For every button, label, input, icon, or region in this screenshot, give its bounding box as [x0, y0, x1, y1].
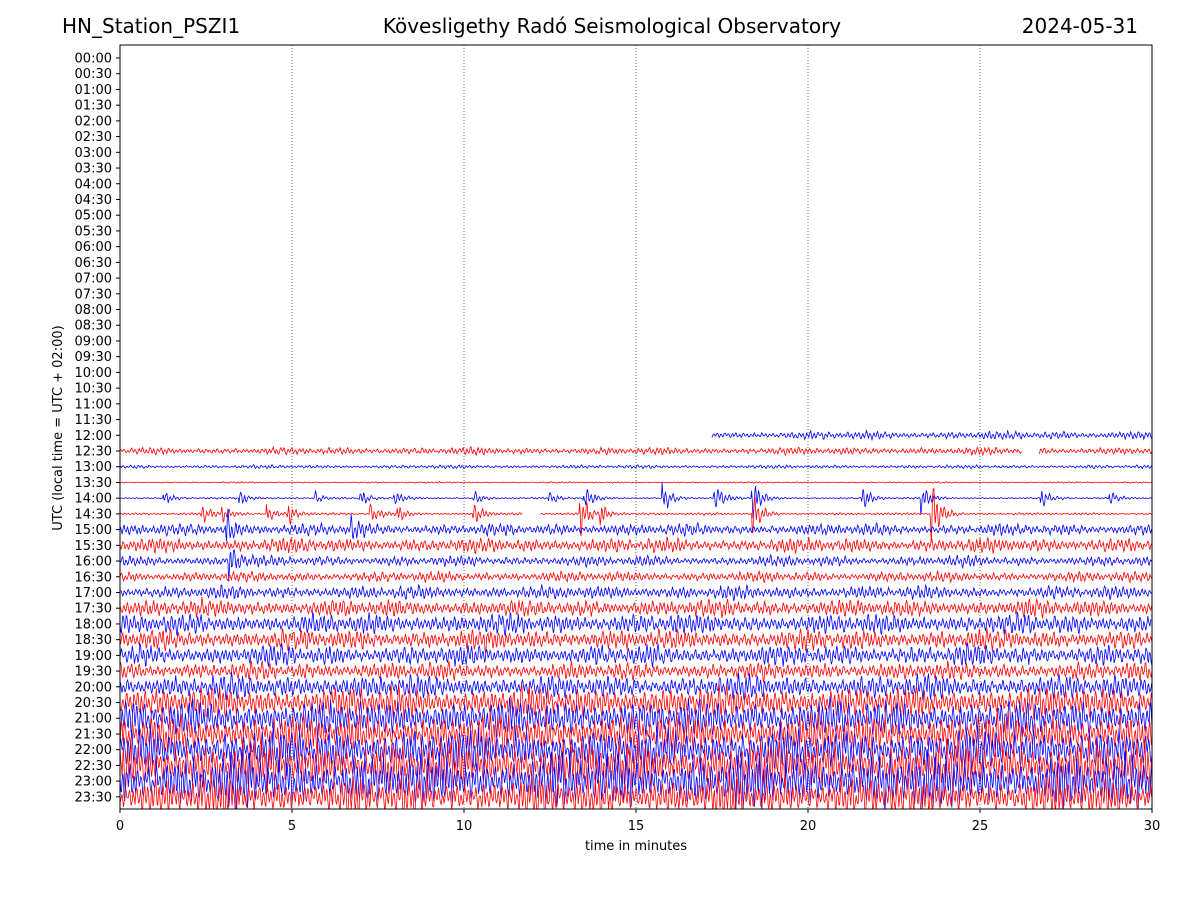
y-tick-label: 13:30	[75, 476, 112, 491]
y-tick-label: 01:00	[75, 83, 112, 98]
y-tick-label: 22:30	[75, 759, 112, 774]
y-tick-label: 17:30	[75, 602, 112, 617]
gridlines	[291, 45, 981, 809]
y-tick-label: 04:30	[75, 193, 112, 208]
x-tick-label: 0	[116, 819, 124, 834]
y-tick-label: 03:00	[75, 146, 112, 161]
y-tick-label: 21:30	[75, 727, 112, 742]
observatory-title: Kövesligethy Radó Seismological Observat…	[382, 14, 842, 38]
y-tick-label: 07:30	[75, 287, 112, 302]
y-tick-label: 02:00	[75, 114, 112, 129]
y-tick-label: 03:30	[75, 162, 112, 177]
y-tick-label: 23:00	[75, 775, 112, 790]
y-tick-label: 06:30	[75, 256, 112, 271]
x-tick-label: 30	[1144, 819, 1161, 834]
y-tick-label: 20:00	[75, 680, 112, 695]
trace-1400	[120, 482, 1152, 519]
station-name: HN_Station_PSZI1	[62, 14, 241, 38]
y-tick-label: 18:30	[75, 633, 112, 648]
x-tick-label: 15	[628, 819, 645, 834]
trace-1630	[120, 569, 1152, 584]
y-tick-label: 08:30	[75, 319, 112, 334]
x-axis-label: time in minutes	[585, 839, 687, 854]
trace-1430	[120, 487, 1152, 543]
trace-1900	[120, 642, 1152, 668]
trace-2130	[120, 709, 1152, 760]
trace-1500	[120, 508, 1152, 542]
y-axis-ticks: 00:0000:3001:0001:3002:0002:3003:0003:30…	[75, 52, 120, 805]
y-tick-label: 10:30	[75, 382, 112, 397]
trace-2330	[120, 773, 1152, 809]
trace-1600	[120, 548, 1152, 582]
x-axis-ticks: 0 5 10 15 20 25 30	[116, 809, 1160, 834]
y-tick-label: 10:00	[75, 366, 112, 381]
y-tick-label: 02:30	[75, 130, 112, 145]
x-tick-label: 25	[972, 819, 989, 834]
y-tick-label: 00:30	[75, 67, 112, 82]
seismogram-traces	[120, 429, 1152, 809]
y-tick-label: 19:30	[75, 665, 112, 680]
trace-1930	[120, 660, 1152, 684]
y-tick-label: 17:00	[75, 586, 112, 601]
y-tick-label: 11:00	[75, 397, 112, 412]
y-tick-label: 05:00	[75, 209, 112, 224]
y-tick-label: 04:00	[75, 177, 112, 192]
y-tick-label: 14:30	[75, 507, 112, 522]
y-tick-label: 09:00	[75, 334, 112, 349]
trace-1300	[120, 464, 1152, 470]
y-tick-label: 20:30	[75, 696, 112, 711]
y-tick-label: 00:00	[75, 52, 112, 67]
y-tick-label: 14:00	[75, 492, 112, 507]
y-tick-label: 23:30	[75, 790, 112, 805]
trace-1730	[120, 596, 1152, 619]
y-tick-label: 13:00	[75, 460, 112, 475]
chart-date: 2024-05-31	[1021, 14, 1138, 38]
trace-1530	[120, 536, 1152, 555]
trace-1200	[711, 429, 1152, 442]
y-axis-label: UTC (local time = UTC + 02:00)	[51, 325, 66, 530]
x-tick-label: 20	[800, 819, 817, 834]
y-tick-label: 01:30	[75, 99, 112, 114]
y-tick-label: 09:30	[75, 350, 112, 365]
trace-1800	[120, 611, 1152, 637]
trace-1700	[120, 583, 1152, 602]
y-tick-label: 08:00	[75, 303, 112, 318]
y-tick-label: 21:00	[75, 712, 112, 727]
trace-1830	[120, 628, 1152, 653]
y-tick-label: 22:00	[75, 743, 112, 758]
y-tick-label: 16:00	[75, 555, 112, 570]
y-tick-label: 12:30	[75, 445, 112, 460]
y-tick-label: 11:30	[75, 413, 112, 428]
trace-1330	[120, 481, 1152, 484]
y-tick-label: 12:00	[75, 429, 112, 444]
y-tick-label: 07:00	[75, 272, 112, 287]
trace-2000	[120, 671, 1152, 701]
y-tick-label: 05:30	[75, 224, 112, 239]
y-tick-label: 15:00	[75, 523, 112, 538]
y-tick-label: 19:00	[75, 649, 112, 664]
y-tick-label: 16:30	[75, 570, 112, 585]
x-tick-label: 5	[288, 819, 296, 834]
trace-2200	[120, 725, 1152, 776]
trace-1230	[120, 445, 1152, 457]
y-tick-label: 06:00	[75, 240, 112, 255]
x-tick-label: 10	[456, 819, 473, 834]
y-tick-label: 18:00	[75, 617, 112, 632]
trace-2030	[120, 684, 1152, 721]
y-tick-label: 15:30	[75, 539, 112, 554]
